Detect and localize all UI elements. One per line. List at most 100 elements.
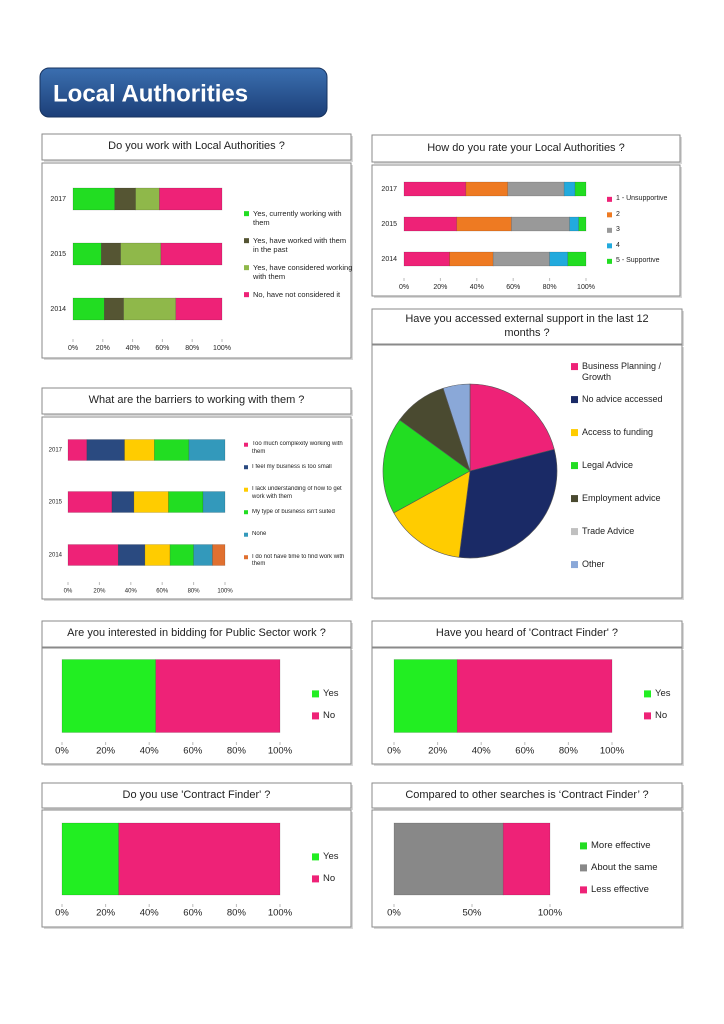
bar-segment — [549, 251, 569, 267]
legend-label: Legal Advice — [582, 460, 634, 470]
x-tick-label: 100% — [268, 908, 293, 919]
legend-label: Yes, currently working with them — [253, 209, 342, 228]
bar-segment — [563, 181, 576, 197]
legend-swatch — [312, 875, 319, 883]
legend-swatch — [580, 886, 587, 894]
legend-label-box: No — [323, 873, 335, 884]
legend-label: Business Planning / Growth — [582, 361, 662, 383]
legend-label: No — [323, 710, 336, 721]
bar-segment — [101, 242, 121, 266]
x-tick-label: 0% — [387, 746, 401, 757]
bar-segment — [403, 216, 458, 232]
legend-label-box: More effective — [591, 840, 651, 851]
bar-segment — [67, 491, 113, 513]
chart-title: Have you heard of 'Contract Finder' ? — [435, 627, 619, 640]
legend-label: Less effective — [591, 884, 649, 895]
y-tick-label: 2017 — [49, 448, 63, 454]
x-tick-label: 40% — [470, 284, 484, 291]
chart-title-box: Do you work with Local Authorities ? — [108, 140, 285, 153]
title-box — [41, 133, 352, 161]
header-title: Local Authorities — [53, 80, 248, 107]
bar-segment — [456, 216, 512, 232]
x-tick-label: 0% — [68, 345, 78, 352]
legend-label-box: Business Planning / Growth — [582, 361, 662, 383]
bar-segment — [72, 242, 102, 266]
x-tick-label: 80% — [185, 345, 199, 352]
chart-title-box: What are the barriers to working with th… — [88, 394, 305, 407]
bar-segment — [188, 439, 226, 461]
bar-segment — [169, 544, 194, 566]
pie-slice — [393, 470, 471, 558]
legend-label-box: Legal Advice — [582, 460, 634, 470]
title-box — [41, 387, 352, 415]
legend-swatch — [571, 528, 578, 536]
x-tick-label: 40% — [140, 746, 160, 757]
x-tick-label: 60% — [183, 908, 203, 919]
chart-title: Have you accessed external support in th… — [405, 312, 649, 339]
legend-label: Yes — [323, 688, 339, 699]
legend-swatch — [312, 712, 319, 720]
bar-segment — [61, 659, 156, 733]
bar-segment — [155, 659, 281, 733]
x-tick-label: 80% — [559, 746, 579, 757]
y-tick-label: 2017 — [50, 196, 66, 203]
legend-label: Trade Advice — [582, 526, 635, 536]
x-tick-label: 40% — [126, 345, 140, 352]
legend-swatch — [244, 292, 249, 298]
bar-segment — [114, 187, 136, 211]
chart-title: Do you work with Local Authorities ? — [108, 140, 285, 153]
x-tick-label: 100% — [600, 746, 625, 757]
pie-slice — [382, 419, 471, 514]
chart-title-box: Are you interested in bidding for Public… — [67, 627, 326, 639]
legend-label: No, have not considered it — [253, 290, 341, 299]
y-tick-label: 2017 — [381, 186, 397, 193]
legend-label-box: I feel my business is too small — [252, 464, 332, 470]
chart-title-box: Have you heard of 'Contract Finder' ? — [435, 627, 619, 640]
legend-label: Yes, have considered working with them — [253, 263, 353, 282]
x-tick-label: 100% — [538, 908, 563, 919]
legend-swatch — [244, 211, 249, 217]
legend-swatch — [244, 442, 248, 447]
legend-swatch — [644, 712, 651, 720]
legend-swatch — [312, 690, 319, 698]
legend-swatch — [607, 227, 612, 233]
bar-segment — [574, 181, 587, 197]
bar-segment — [154, 439, 190, 461]
legend-label-box: 3 — [616, 226, 620, 233]
bar-segment — [160, 242, 223, 266]
legend-swatch — [644, 690, 651, 698]
legend-swatch — [571, 429, 578, 437]
bar-segment — [133, 491, 169, 513]
legend-label-box: I do not have time to find work with the… — [252, 554, 344, 568]
title-box — [41, 782, 352, 809]
bar-segment — [193, 544, 213, 566]
x-tick-label: 100% — [268, 746, 293, 757]
legend-label: About the same — [591, 862, 658, 873]
x-tick-label: 0% — [64, 589, 73, 595]
x-tick-label: 20% — [428, 746, 448, 757]
legend-label: My type of business isn't suited — [252, 508, 335, 515]
legend-label-box: No, have not considered it — [253, 290, 341, 299]
x-tick-label: 60% — [155, 345, 169, 352]
legend-label: No — [655, 710, 668, 721]
legend-label: Yes, have worked with them in the past — [253, 236, 347, 255]
y-tick-label: 2015 — [50, 251, 66, 258]
bar-segment — [123, 297, 177, 321]
header-box — [39, 67, 328, 118]
legend-swatch — [244, 487, 248, 492]
x-tick-label: 60% — [183, 746, 203, 757]
chart-title: What are the barriers to working with th… — [88, 394, 305, 407]
legend-swatch — [607, 243, 612, 249]
bar-segment — [456, 659, 613, 733]
legend-label-box: 2 — [616, 211, 620, 218]
bar-segment — [449, 251, 494, 267]
legend-label-box: Employment advice — [582, 493, 661, 503]
legend-label-box: Yes — [655, 688, 671, 699]
title-box — [371, 782, 683, 809]
bar-segment — [168, 491, 204, 513]
pie-slice — [442, 383, 471, 472]
legend-label-box: Yes — [323, 688, 339, 699]
bar-segment — [86, 439, 125, 461]
title-box — [371, 620, 683, 648]
